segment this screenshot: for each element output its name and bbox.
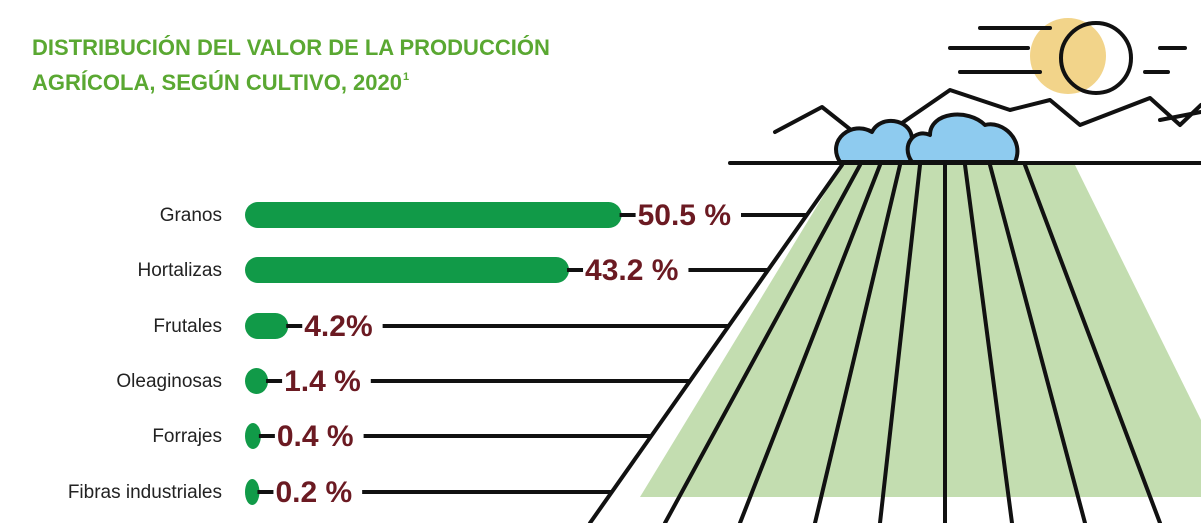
category-label: Forrajes <box>152 426 222 447</box>
chart: DISTRIBUCIÓN DEL VALOR DE LA PRODUCCIÓN … <box>0 0 1201 523</box>
bar <box>245 479 259 505</box>
chart-title: DISTRIBUCIÓN DEL VALOR DE LA PRODUCCIÓN <box>32 35 550 60</box>
category-label: Oleaginosas <box>116 371 222 392</box>
bar <box>245 368 268 394</box>
category-label: Frutales <box>153 316 222 337</box>
category-label: Hortalizas <box>138 260 222 281</box>
value-label: 1.4 % <box>284 365 361 398</box>
illustration <box>590 18 1201 523</box>
bar <box>245 423 261 449</box>
bar <box>245 313 288 339</box>
category-label: Granos <box>160 205 222 226</box>
chart-title: AGRÍCOLA, SEGÚN CULTIVO, 2020 <box>32 70 402 95</box>
value-label: 50.5 % <box>638 199 731 232</box>
value-label: 4.2% <box>304 310 372 343</box>
category-label: Fibras industriales <box>68 482 222 503</box>
title-footnote: 1 <box>403 71 409 83</box>
bar <box>245 202 622 228</box>
value-label: 0.4 % <box>277 420 354 453</box>
bar <box>245 257 569 283</box>
value-label: 43.2 % <box>585 254 678 287</box>
value-label: 0.2 % <box>275 476 352 509</box>
